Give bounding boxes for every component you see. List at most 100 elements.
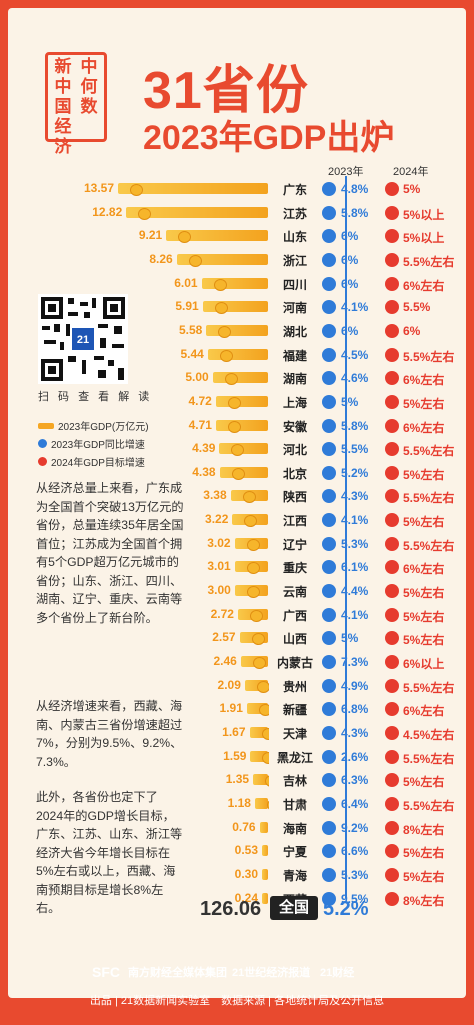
gdp-value-label: 4.71 — [188, 418, 212, 432]
growth-2023-label: 6.8% — [341, 702, 369, 716]
qr-code[interactable]: 21 — [38, 294, 128, 384]
coin-icon — [219, 350, 233, 362]
province-label: 吉林 — [269, 772, 321, 789]
growth-2023-label: 6% — [341, 253, 359, 267]
logo-21st-century: 21世纪经济报道 — [232, 967, 311, 979]
growth-2023-label: 6.4% — [341, 797, 369, 811]
gdp-bar — [207, 349, 268, 360]
target-2024-dot — [385, 773, 399, 787]
growth-2023-label: 4.8% — [341, 182, 369, 196]
gdp-value-label: 3.02 — [207, 536, 231, 550]
growth-2023-dot — [322, 797, 336, 811]
growth-2023-dot — [322, 679, 336, 693]
legend-gdp: 2023年GDP(万亿元) — [38, 418, 149, 433]
province-label: 湖北 — [269, 323, 321, 340]
coin-icon — [246, 586, 260, 598]
target-2024-dot — [385, 797, 399, 811]
target-2024-label: 6%以上 — [403, 657, 445, 671]
growth-2023-label: 9.5% — [341, 892, 369, 906]
gdp-value-label: 1.35 — [225, 772, 250, 786]
gdp-bar — [118, 183, 268, 194]
paragraph-target: 此外，各省份也定下了2024年的GDP增长目标，广东、江苏、山东、浙江等经济大省… — [36, 790, 183, 915]
province-label: 上海 — [269, 394, 321, 411]
growth-2023-dot — [322, 229, 336, 243]
gdp-value-label: 4.72 — [188, 394, 212, 408]
growth-2023-label: 4.3% — [341, 489, 369, 503]
province-label: 新疆 — [269, 701, 321, 718]
target-2024-label: 5.5%左右 — [403, 799, 455, 813]
growth-2023-label: 6.3% — [341, 773, 369, 787]
growth-2023-label: 4.3% — [341, 726, 369, 740]
province-label: 天津 — [269, 725, 321, 742]
target-2024-label: 5%左右 — [403, 775, 445, 789]
province-label: 河北 — [269, 441, 321, 458]
target-2024-label: 5%左右 — [403, 397, 445, 411]
growth-2023-label: 6% — [341, 277, 359, 291]
target-2024-dot — [385, 750, 399, 764]
coin-icon — [246, 539, 260, 551]
growth-2023-dot — [322, 560, 336, 574]
gdp-value-label: 5.44 — [180, 347, 204, 361]
province-label: 贵州 — [269, 678, 321, 695]
logo-21-finance: 21财经 — [320, 967, 355, 979]
target-2024-label: 5%左右 — [403, 468, 445, 482]
gdp-value-label: 4.38 — [192, 465, 216, 479]
paragraph-growth: 从经济增速来看，西藏、海南、内蒙古三省份增速超过7%，分别为9.5%、9.2%、… — [36, 699, 183, 769]
growth-2023-dot — [322, 631, 336, 645]
target-2024-dot — [385, 631, 399, 645]
target-2024-label: 5.5%左右 — [403, 539, 455, 553]
growth-2023-dot — [322, 655, 336, 669]
gdp-value-label: 0.24 — [234, 891, 258, 905]
growth-2023-label: 4.5% — [341, 348, 369, 362]
growth-2023-dot — [322, 206, 336, 220]
target-2024-label: 6%左右 — [403, 562, 445, 576]
growth-2023-dot — [322, 489, 336, 503]
target-2024-label: 5%以上 — [403, 231, 445, 245]
target-2024-dot — [385, 726, 399, 740]
growth-2023-dot — [322, 726, 336, 740]
gdp-bar — [201, 278, 268, 289]
gdp-bar — [215, 396, 268, 407]
coin-icon — [213, 279, 227, 291]
target-2024-label: 5.5%左右 — [403, 681, 455, 695]
target-2024-label: 5.5%左右 — [403, 255, 455, 269]
growth-2023-label: 5.2% — [341, 466, 369, 480]
growth-2023-dot — [322, 300, 336, 314]
gdp-value-label: 3.38 — [203, 488, 227, 502]
growth-2023-label: 4.1% — [341, 300, 369, 314]
province-label: 黑龙江 — [269, 749, 321, 766]
growth-2023-dot — [322, 892, 336, 906]
growth-2023-dot — [322, 277, 336, 291]
growth-2023-label: 7.3% — [341, 655, 369, 669]
target-2024-label: 6% — [403, 324, 421, 338]
growth-2023-dot — [322, 537, 336, 551]
coin-icon — [252, 657, 266, 669]
province-label: 浙江 — [269, 252, 321, 269]
column-header-2023: 2023年 — [328, 166, 364, 178]
target-2024-label: 6%左右 — [403, 373, 445, 387]
target-2024-dot — [385, 442, 399, 456]
target-2024-dot — [385, 844, 399, 858]
growth-2023-dot — [322, 324, 336, 338]
gdp-value-label: 5.91 — [175, 299, 199, 313]
growth-2023-label: 5.3% — [341, 537, 369, 551]
gdp-bar — [250, 751, 268, 762]
national-gdp-value: 126.06 — [200, 898, 262, 920]
gdp-bar — [246, 703, 268, 714]
coin-icon — [227, 421, 241, 433]
title-line1: 31省份 — [143, 62, 309, 120]
gdp-value-label: 6.01 — [174, 276, 198, 290]
province-label: 河南 — [269, 299, 321, 316]
growth-2023-dot — [322, 584, 336, 598]
gdp-value-label: 5.58 — [178, 323, 203, 337]
target-2024-dot — [385, 419, 399, 433]
gdp-bar — [202, 301, 268, 312]
gdp-bar — [126, 207, 268, 218]
seal-logo: 新中中何国数经济 — [45, 52, 107, 156]
legend-blue-dot — [38, 439, 47, 448]
province-label: 宁夏 — [269, 843, 321, 860]
legend-growth-label: 2023年GDP同比增速 — [51, 440, 145, 451]
target-2024-label: 6%左右 — [403, 704, 445, 718]
coin-icon — [138, 208, 152, 220]
province-label: 北京 — [269, 465, 321, 482]
